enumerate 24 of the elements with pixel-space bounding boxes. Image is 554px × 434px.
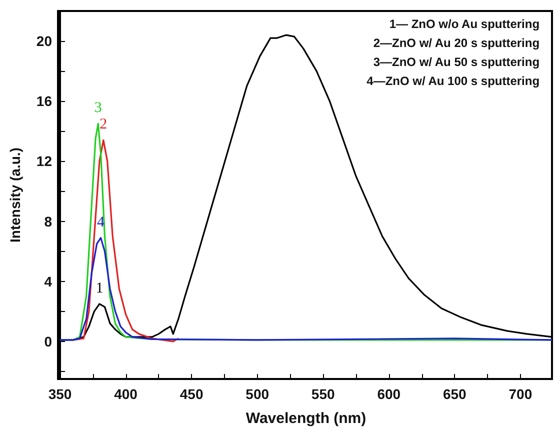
series-label: 2	[100, 116, 108, 133]
y-axis-title: Intensity (a.u.)	[7, 148, 23, 242]
series-label: 3	[94, 100, 102, 116]
y-tick-label: 20	[36, 33, 52, 50]
x-tick-label: 400	[114, 386, 138, 402]
y-tick-label: 4	[44, 273, 52, 290]
annotation: 2—ZnO w/ Au 20 s sputtering	[373, 36, 540, 50]
x-tick-label: 500	[246, 386, 270, 402]
x-tick-label: 600	[377, 386, 401, 402]
annotation: 4—ZnO w/ Au 100 s sputtering	[366, 74, 540, 88]
x-tick-label: 350	[48, 386, 72, 402]
x-axis-title: Wavelength (nm)	[246, 410, 366, 427]
x-tick-label: 650	[442, 386, 467, 402]
x-tick-label: 450	[180, 386, 204, 402]
line-series	[59, 237, 553, 341]
x-tick-label: 700	[508, 386, 532, 402]
y-tick-label: 0	[44, 333, 52, 350]
y-tick-label: 8	[44, 213, 52, 230]
annotation: 1— ZnO w/o Au sputtering	[389, 17, 540, 31]
series-label: 1	[96, 280, 104, 296]
x-tick-label: 550	[311, 386, 335, 402]
y-tick-label: 12	[36, 153, 52, 170]
y-tick-label: 16	[36, 93, 52, 110]
annotation: 3—ZnO w/ Au 50 s sputtering	[373, 55, 540, 69]
